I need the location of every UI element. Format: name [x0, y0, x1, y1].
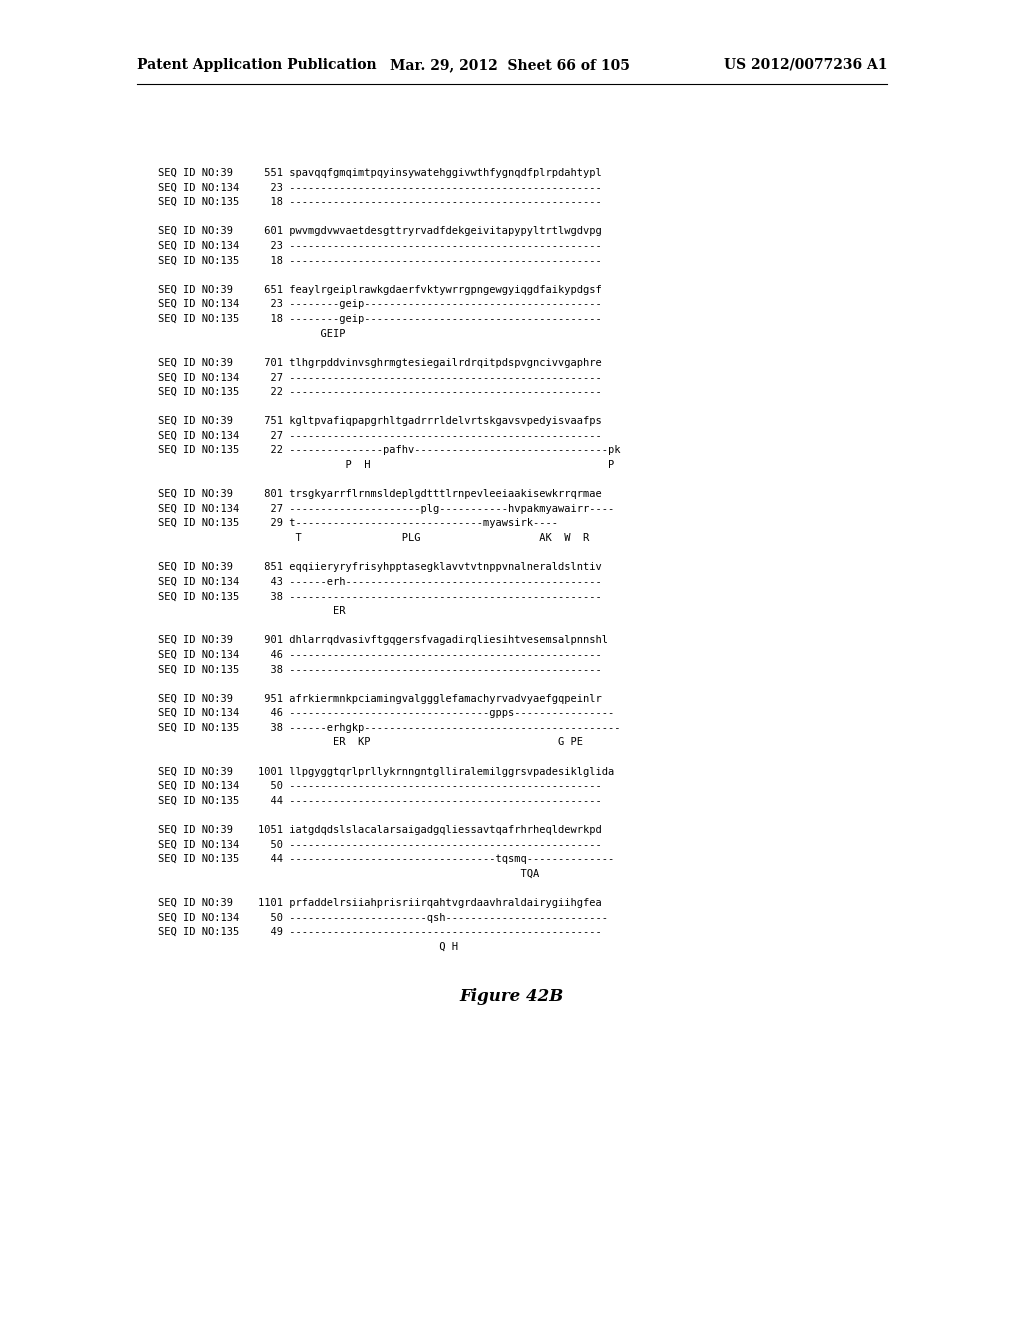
Text: SEQ ID NO:39     951 afrkiermnkpciamingvalggglefamachyrvadvyaefgqpeinlr: SEQ ID NO:39 951 afrkiermnkpciamingvalgg… — [158, 693, 602, 704]
Text: SEQ ID NO:39    1101 prfaddelrsiiahprisriirqahtvgrdaavhraldairygiihgfea: SEQ ID NO:39 1101 prfaddelrsiiahprisriir… — [158, 898, 602, 908]
Text: SEQ ID NO:134     23 --------geip--------------------------------------: SEQ ID NO:134 23 --------geip-----------… — [158, 300, 602, 309]
Text: SEQ ID NO:135     44 --------------------------------------------------: SEQ ID NO:135 44 -----------------------… — [158, 796, 602, 805]
Text: T                PLG                   AK  W  R: T PLG AK W R — [158, 533, 589, 543]
Text: SEQ ID NO:134     46 --------------------------------gpps----------------: SEQ ID NO:134 46 -----------------------… — [158, 709, 614, 718]
Text: SEQ ID NO:134     27 --------------------------------------------------: SEQ ID NO:134 27 -----------------------… — [158, 372, 602, 383]
Text: SEQ ID NO:39     801 trsgkyarrflrnmsldeplgdtttlrnpevleeiaakisewkrrqrmae: SEQ ID NO:39 801 trsgkyarrflrnmsldeplgdt… — [158, 490, 602, 499]
Text: GEIP: GEIP — [158, 329, 345, 339]
Text: SEQ ID NO:135     18 --------------------------------------------------: SEQ ID NO:135 18 -----------------------… — [158, 256, 602, 265]
Text: SEQ ID NO:134     27 ---------------------plg-----------hvpakmyawairr----: SEQ ID NO:134 27 ---------------------pl… — [158, 504, 614, 513]
Text: SEQ ID NO:39     851 eqqiieryryfrisyhpptasegklavvtvtnppvnalneraldslntiv: SEQ ID NO:39 851 eqqiieryryfrisyhpptaseg… — [158, 562, 602, 572]
Text: Q H: Q H — [158, 941, 458, 952]
Text: SEQ ID NO:135     18 --------------------------------------------------: SEQ ID NO:135 18 -----------------------… — [158, 197, 602, 207]
Text: SEQ ID NO:135     38 ------erhgkp-----------------------------------------: SEQ ID NO:135 38 ------erhgkp-----------… — [158, 723, 621, 733]
Text: Figure 42B: Figure 42B — [460, 989, 564, 1006]
Text: SEQ ID NO:134     23 --------------------------------------------------: SEQ ID NO:134 23 -----------------------… — [158, 182, 602, 193]
Text: SEQ ID NO:134     50 --------------------------------------------------: SEQ ID NO:134 50 -----------------------… — [158, 840, 602, 850]
Text: SEQ ID NO:39     751 kgltpvafiqpapgrhltgadrrrldelvrtskgavsvpedyisvaafps: SEQ ID NO:39 751 kgltpvafiqpapgrhltgadrr… — [158, 416, 602, 426]
Text: Patent Application Publication: Patent Application Publication — [137, 58, 377, 73]
Text: SEQ ID NO:134     50 --------------------------------------------------: SEQ ID NO:134 50 -----------------------… — [158, 781, 602, 791]
Text: SEQ ID NO:134     43 ------erh-----------------------------------------: SEQ ID NO:134 43 ------erh--------------… — [158, 577, 602, 587]
Text: SEQ ID NO:39    1051 iatgdqdslslacalarsaigadgqliessavtqafrhrheqldewrkpd: SEQ ID NO:39 1051 iatgdqdslslacalarsaiga… — [158, 825, 602, 836]
Text: US 2012/0077236 A1: US 2012/0077236 A1 — [724, 58, 887, 73]
Text: SEQ ID NO:135     38 --------------------------------------------------: SEQ ID NO:135 38 -----------------------… — [158, 664, 602, 675]
Text: ER  KP                              G PE: ER KP G PE — [158, 738, 583, 747]
Text: SEQ ID NO:135     22 --------------------------------------------------: SEQ ID NO:135 22 -----------------------… — [158, 387, 602, 397]
Text: SEQ ID NO:134     23 --------------------------------------------------: SEQ ID NO:134 23 -----------------------… — [158, 242, 602, 251]
Text: SEQ ID NO:135     18 --------geip--------------------------------------: SEQ ID NO:135 18 --------geip-----------… — [158, 314, 602, 323]
Text: SEQ ID NO:134     46 --------------------------------------------------: SEQ ID NO:134 46 -----------------------… — [158, 649, 602, 660]
Text: Mar. 29, 2012  Sheet 66 of 105: Mar. 29, 2012 Sheet 66 of 105 — [390, 58, 630, 73]
Text: P  H                                      P: P H P — [158, 459, 614, 470]
Text: SEQ ID NO:135     22 ---------------pafhv-------------------------------pk: SEQ ID NO:135 22 ---------------pafhv---… — [158, 445, 621, 455]
Text: SEQ ID NO:134     27 --------------------------------------------------: SEQ ID NO:134 27 -----------------------… — [158, 430, 602, 441]
Text: SEQ ID NO:39     651 feaylrgeiplrawkgdaerfvktywrrgpngewgyiqgdfaikypdgsf: SEQ ID NO:39 651 feaylrgeiplrawkgdaerfvk… — [158, 285, 602, 294]
Text: ER: ER — [158, 606, 345, 616]
Text: SEQ ID NO:39     601 pwvmgdvwvaetdesgttryrvadfdekgeivitapypyltrtlwgdvpg: SEQ ID NO:39 601 pwvmgdvwvaetdesgttryrva… — [158, 227, 602, 236]
Text: SEQ ID NO:39     901 dhlarrqdvasivftgqgersfvagadirqliesihtvesemsalpnnshl: SEQ ID NO:39 901 dhlarrqdvasivftgqgersfv… — [158, 635, 608, 645]
Text: SEQ ID NO:135     38 --------------------------------------------------: SEQ ID NO:135 38 -----------------------… — [158, 591, 602, 602]
Text: SEQ ID NO:135     29 t------------------------------myawsirk----: SEQ ID NO:135 29 t----------------------… — [158, 519, 558, 528]
Text: SEQ ID NO:135     44 ---------------------------------tqsmq--------------: SEQ ID NO:135 44 -----------------------… — [158, 854, 614, 865]
Text: SEQ ID NO:39    1001 llpgyggtqrlprllykrnngntglliralemilggrsvpadesiklglida: SEQ ID NO:39 1001 llpgyggtqrlprllykrnngn… — [158, 767, 614, 776]
Text: SEQ ID NO:39     551 spavqqfgmqimtpqyinsywatehggivwthfygnqdfplrpdahtypl: SEQ ID NO:39 551 spavqqfgmqimtpqyinsywat… — [158, 168, 602, 178]
Text: TQA: TQA — [158, 869, 540, 879]
Text: SEQ ID NO:134     50 ----------------------qsh--------------------------: SEQ ID NO:134 50 ----------------------q… — [158, 912, 608, 923]
Text: SEQ ID NO:39     701 tlhgrpddvinvsghrmgtesiegailrdrqitpdspvgncivvgaphre: SEQ ID NO:39 701 tlhgrpddvinvsghrmgtesie… — [158, 358, 602, 368]
Text: SEQ ID NO:135     49 --------------------------------------------------: SEQ ID NO:135 49 -----------------------… — [158, 927, 602, 937]
